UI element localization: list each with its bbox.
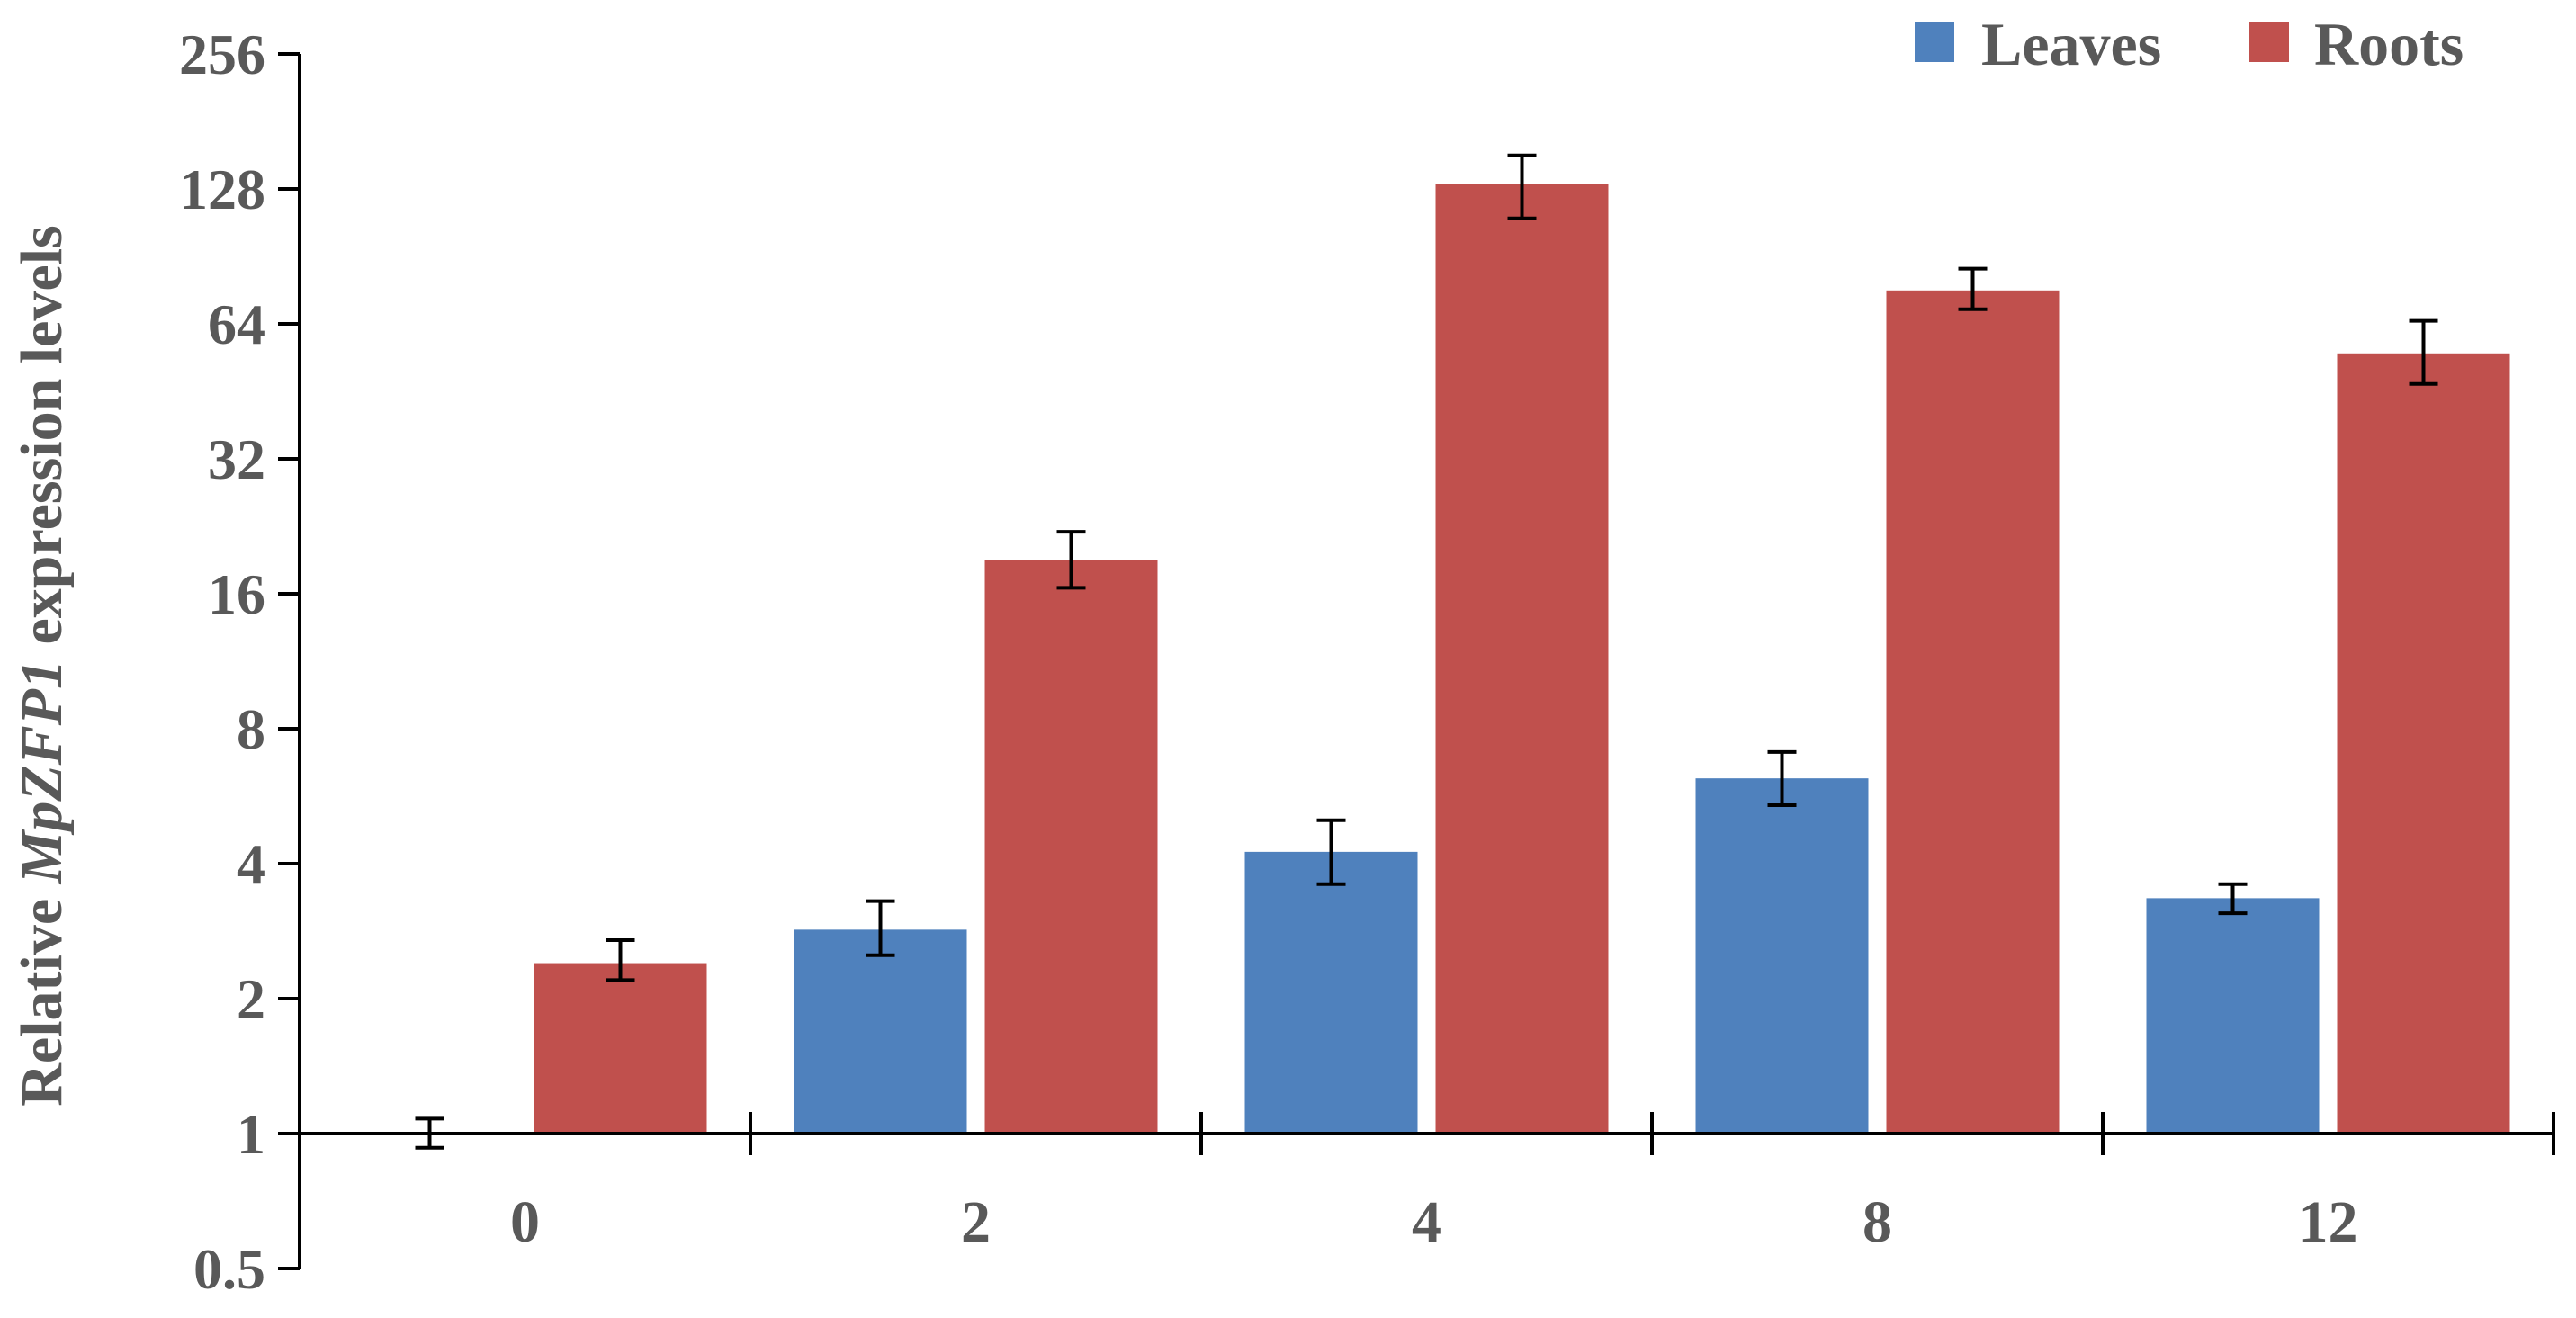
y-tick-label-8: 8 (237, 697, 265, 761)
error-bar-leaves-2 (866, 899, 895, 957)
y-tick-label-4: 4 (237, 832, 265, 896)
y-tick-label-256: 256 (179, 22, 265, 86)
error-bar-leaves-4 (1316, 818, 1346, 886)
legend-swatch-leaves (1915, 22, 1954, 62)
y-tick-label-128: 128 (179, 157, 265, 221)
bar-leaves-8 (1695, 778, 1869, 1134)
y-tick-label-64: 64 (208, 292, 265, 356)
error-bars-layer (415, 153, 2438, 1150)
bar-leaves-4 (1244, 851, 1418, 1134)
x-tick-label-12: 12 (2299, 1189, 2358, 1255)
bar-leaves-2 (794, 929, 967, 1134)
axes-layer (278, 52, 2555, 1270)
error-bar-roots-4 (1507, 153, 1537, 220)
error-bar-roots-12 (2409, 318, 2438, 386)
legend: Leaves Roots (1915, 10, 2464, 78)
x-tick-label-0: 0 (510, 1189, 540, 1255)
x-tick-label-2: 2 (961, 1189, 991, 1255)
y-axis-title: Relative MpZFP1 expression levels (9, 225, 75, 1107)
x-tick-label-8: 8 (1862, 1189, 1892, 1255)
error-bar-leaves-12 (2218, 882, 2248, 916)
legend-swatch-roots (2249, 22, 2289, 62)
error-bar-leaves-8 (1767, 749, 1797, 808)
error-bar-roots-8 (1958, 266, 1988, 311)
legend-label-roots: Roots (2314, 10, 2464, 78)
y-tick-label-16: 16 (208, 562, 265, 626)
y-tick-label-0.5: 0.5 (193, 1237, 265, 1301)
bar-roots-12 (2337, 353, 2510, 1134)
bar-roots-2 (984, 560, 1158, 1134)
bar-leaves-12 (2146, 898, 2320, 1134)
legend-label-leaves: Leaves (1981, 10, 2161, 78)
y-tick-label-1: 1 (237, 1102, 265, 1166)
y-axis-title-prefix: Relative (9, 883, 75, 1106)
y-tick-label-32: 32 (208, 427, 265, 491)
error-bar-roots-0 (606, 938, 635, 982)
y-axis-title-gene: MpZFP1 (9, 659, 75, 884)
bar-roots-8 (1886, 290, 2060, 1134)
y-tick-label-2: 2 (237, 967, 265, 1031)
bar-roots-4 (1435, 184, 1609, 1134)
bar-roots-0 (534, 963, 707, 1134)
x-tick-label-4: 4 (1412, 1189, 1441, 1255)
error-bar-roots-2 (1056, 530, 1086, 590)
y-axis-title-suffix: expression levels (9, 225, 75, 659)
bars-layer (534, 184, 2510, 1134)
